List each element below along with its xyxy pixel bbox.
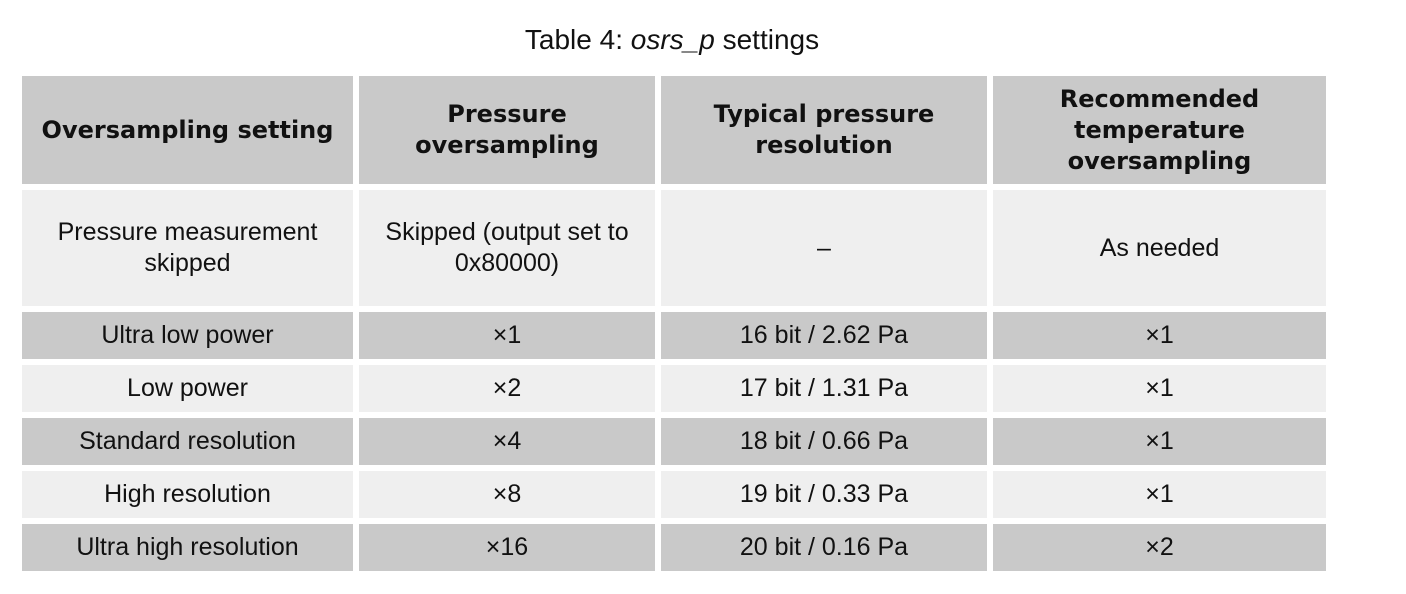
table-row: High resolution ×8 19 bit / 0.33 Pa ×1 <box>22 471 1326 518</box>
table-cell: Skipped (output set to 0x80000) <box>359 190 655 306</box>
table-cell: As needed <box>993 190 1326 306</box>
table-cell: Ultra low power <box>22 312 353 359</box>
table-cell: Pressure measurement skipped <box>22 190 353 306</box>
table-cell: ×1 <box>993 365 1326 412</box>
table-row: Pressure measurement skipped Skipped (ou… <box>22 190 1326 306</box>
header-recommended-temperature-oversampling: Recommended temperature oversampling <box>993 76 1326 184</box>
table-row: Ultra high resolution ×16 20 bit / 0.16 … <box>22 524 1326 571</box>
table-cell: 16 bit / 2.62 Pa <box>661 312 987 359</box>
table-cell: ×1 <box>359 312 655 359</box>
table-cell: ×16 <box>359 524 655 571</box>
table-cell: 18 bit / 0.66 Pa <box>661 418 987 465</box>
table-cell: Standard resolution <box>22 418 353 465</box>
table-header-row: Oversampling setting Pressure oversampli… <box>22 76 1326 184</box>
osrs-p-settings-table: Oversampling setting Pressure oversampli… <box>16 70 1332 577</box>
header-typical-pressure-resolution: Typical pressure resolution <box>661 76 987 184</box>
table-cell: 20 bit / 0.16 Pa <box>661 524 987 571</box>
caption-variable-name: osrs_p <box>630 24 715 55</box>
table-row: Standard resolution ×4 18 bit / 0.66 Pa … <box>22 418 1326 465</box>
table-cell: ×4 <box>359 418 655 465</box>
table-cell: – <box>661 190 987 306</box>
table-cell: High resolution <box>22 471 353 518</box>
table-cell: ×1 <box>993 418 1326 465</box>
table-cell: ×2 <box>993 524 1326 571</box>
table-cell: ×8 <box>359 471 655 518</box>
table-caption: Table 4: osrs_p settings <box>0 22 1344 58</box>
header-pressure-oversampling: Pressure oversampling <box>359 76 655 184</box>
table-cell: ×1 <box>993 312 1326 359</box>
table-cell: Low power <box>22 365 353 412</box>
table-cell: 19 bit / 0.33 Pa <box>661 471 987 518</box>
table-row: Low power ×2 17 bit / 1.31 Pa ×1 <box>22 365 1326 412</box>
table-cell: Ultra high resolution <box>22 524 353 571</box>
table-row: Ultra low power ×1 16 bit / 2.62 Pa ×1 <box>22 312 1326 359</box>
table-cell: ×2 <box>359 365 655 412</box>
table-cell: ×1 <box>993 471 1326 518</box>
header-oversampling-setting: Oversampling setting <box>22 76 353 184</box>
table-cell: 17 bit / 1.31 Pa <box>661 365 987 412</box>
caption-prefix: Table 4: <box>524 24 631 55</box>
caption-suffix: settings <box>714 24 820 55</box>
